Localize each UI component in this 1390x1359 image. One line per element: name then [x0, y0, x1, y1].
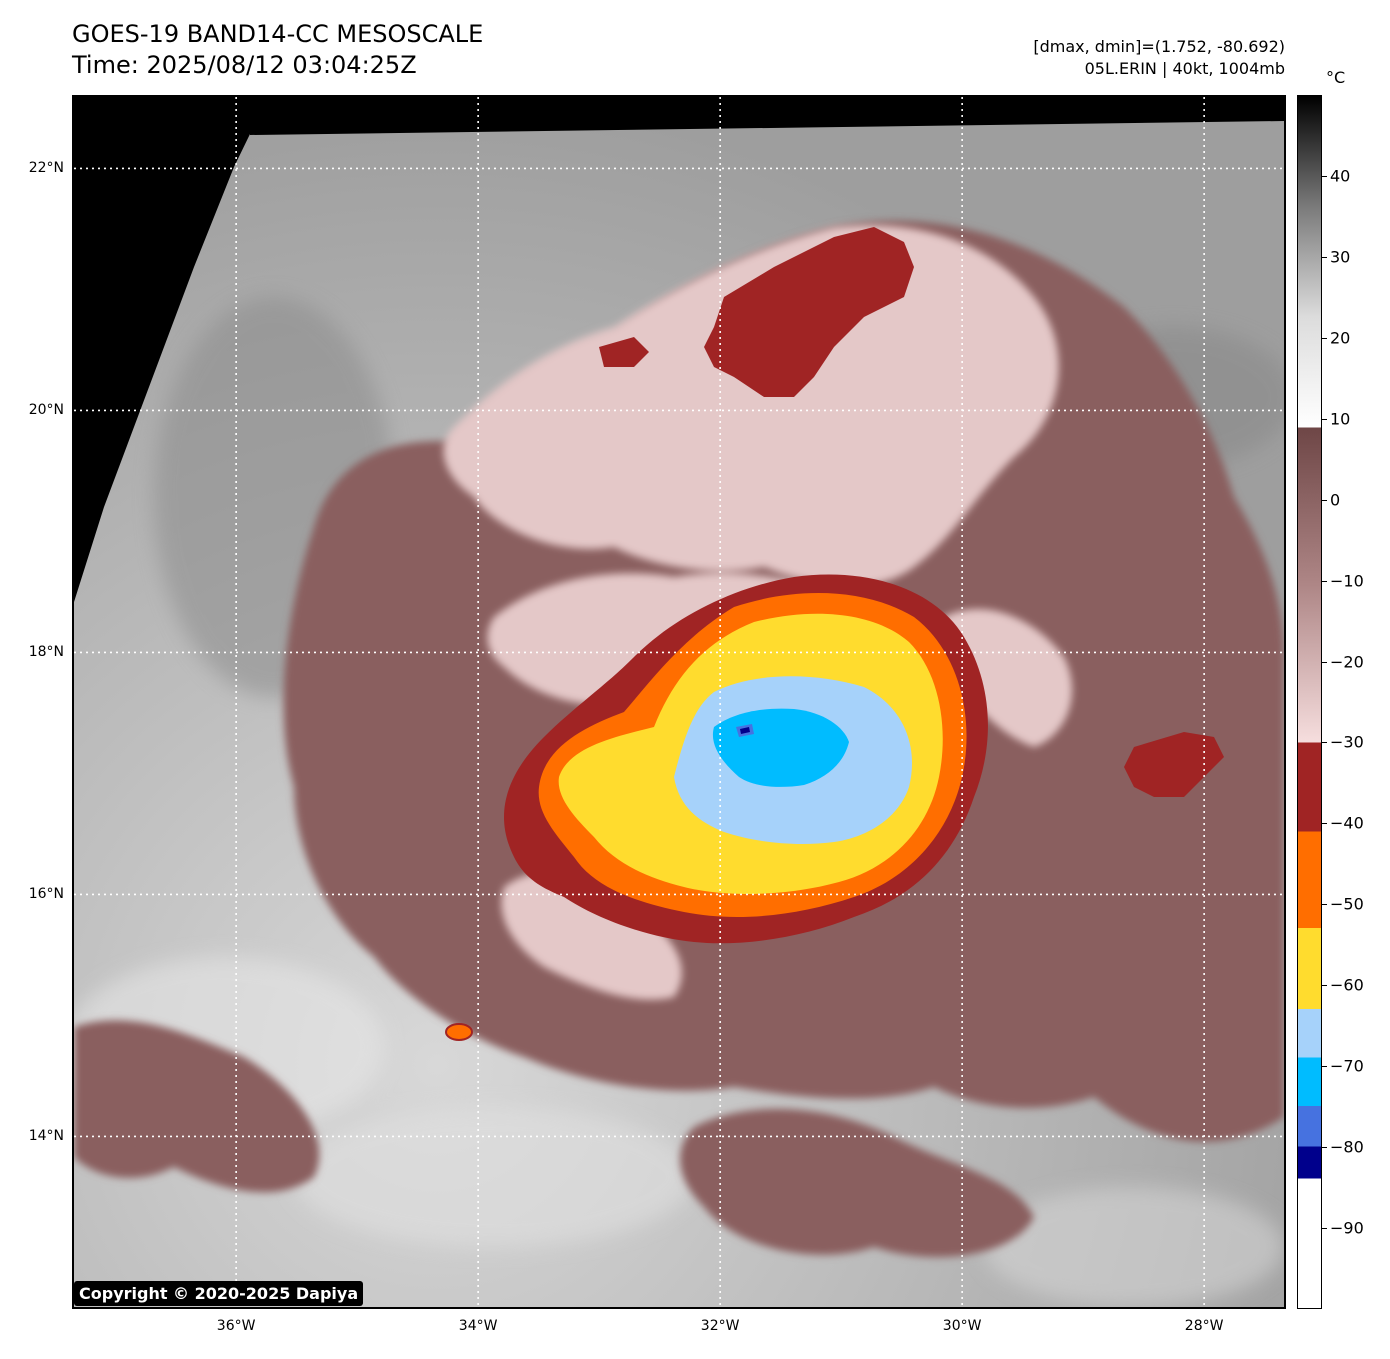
colorbar-tick-label: −70: [1330, 1056, 1364, 1076]
colorbar-tick-label: −80: [1330, 1137, 1364, 1157]
colorbar-tick-label: 0: [1330, 490, 1341, 510]
colorbar-tick-label: 40: [1330, 166, 1351, 186]
colorbar: [1297, 95, 1322, 1309]
colorbar-tick-mark: [1322, 661, 1327, 663]
lon-label: 34°W: [458, 1318, 498, 1334]
colorbar-tick-label: 30: [1330, 247, 1351, 267]
space-area: [74, 97, 250, 602]
colorbar-tick-label: −50: [1330, 894, 1364, 914]
colorbar-tick-mark: [1322, 175, 1327, 177]
colorbar-tick-mark: [1322, 418, 1327, 420]
lat-label: 16°N: [28, 886, 64, 903]
lon-label: 28°W: [1184, 1318, 1224, 1334]
colorbar-tick-label: −60: [1330, 975, 1364, 995]
colorbar-unit: °C: [1326, 68, 1346, 87]
colorbar-tick-label: −30: [1330, 732, 1364, 752]
cold-top-north: [599, 227, 1224, 797]
colorbar-tick-mark: [1322, 1066, 1327, 1068]
lat-label: 22°N: [28, 160, 64, 177]
colorbar-tick-mark: [1322, 337, 1327, 339]
chart-title: GOES-19 BAND14-CC MESOSCALE: [72, 20, 484, 48]
colorbar-tick-mark: [1322, 256, 1327, 258]
colorbar-tick-mark: [1322, 985, 1327, 987]
colorbar-tick-mark: [1322, 499, 1327, 501]
lon-label: 32°W: [700, 1318, 740, 1334]
colorbar-tick-mark: [1322, 580, 1327, 582]
colorbar-tick-label: 20: [1330, 328, 1351, 348]
lat-label: 14°N: [28, 1128, 64, 1145]
colorbar-tick-label: −90: [1330, 1218, 1364, 1238]
storm-info-label: 05L.ERIN | 40kt, 1004mb: [1084, 59, 1285, 78]
lat-label: 18°N: [28, 644, 64, 661]
colorbar-tick-label: −40: [1330, 813, 1364, 833]
colorbar-tick-mark: [1322, 1228, 1327, 1230]
lat-label: 20°N: [28, 402, 64, 419]
colorbar-tick-mark: [1322, 1147, 1327, 1149]
colorbar-tick-label: −20: [1330, 652, 1364, 672]
colorbar-tick-mark: [1322, 904, 1327, 906]
lon-label: 36°W: [216, 1318, 256, 1334]
colorbar-tick-mark: [1322, 823, 1327, 825]
colorbar-tick-label: 10: [1330, 409, 1351, 429]
timestamp: Time: 2025/08/12 03:04:25Z: [72, 51, 417, 79]
copyright-badge: Copyright © 2020-2025 Dapiya: [74, 1281, 364, 1306]
colorbar-tick-label: −10: [1330, 571, 1364, 591]
space-area-top: [250, 97, 1284, 135]
colorbar-tick-mark: [1322, 742, 1327, 744]
graticule: [74, 97, 1284, 1307]
central-dense-overcast: [445, 574, 988, 1041]
satellite-map[interactable]: [72, 95, 1286, 1309]
data-range-label: [dmax, dmin]=(1.752, -80.692): [1033, 37, 1285, 56]
lon-label: 30°W: [942, 1318, 982, 1334]
